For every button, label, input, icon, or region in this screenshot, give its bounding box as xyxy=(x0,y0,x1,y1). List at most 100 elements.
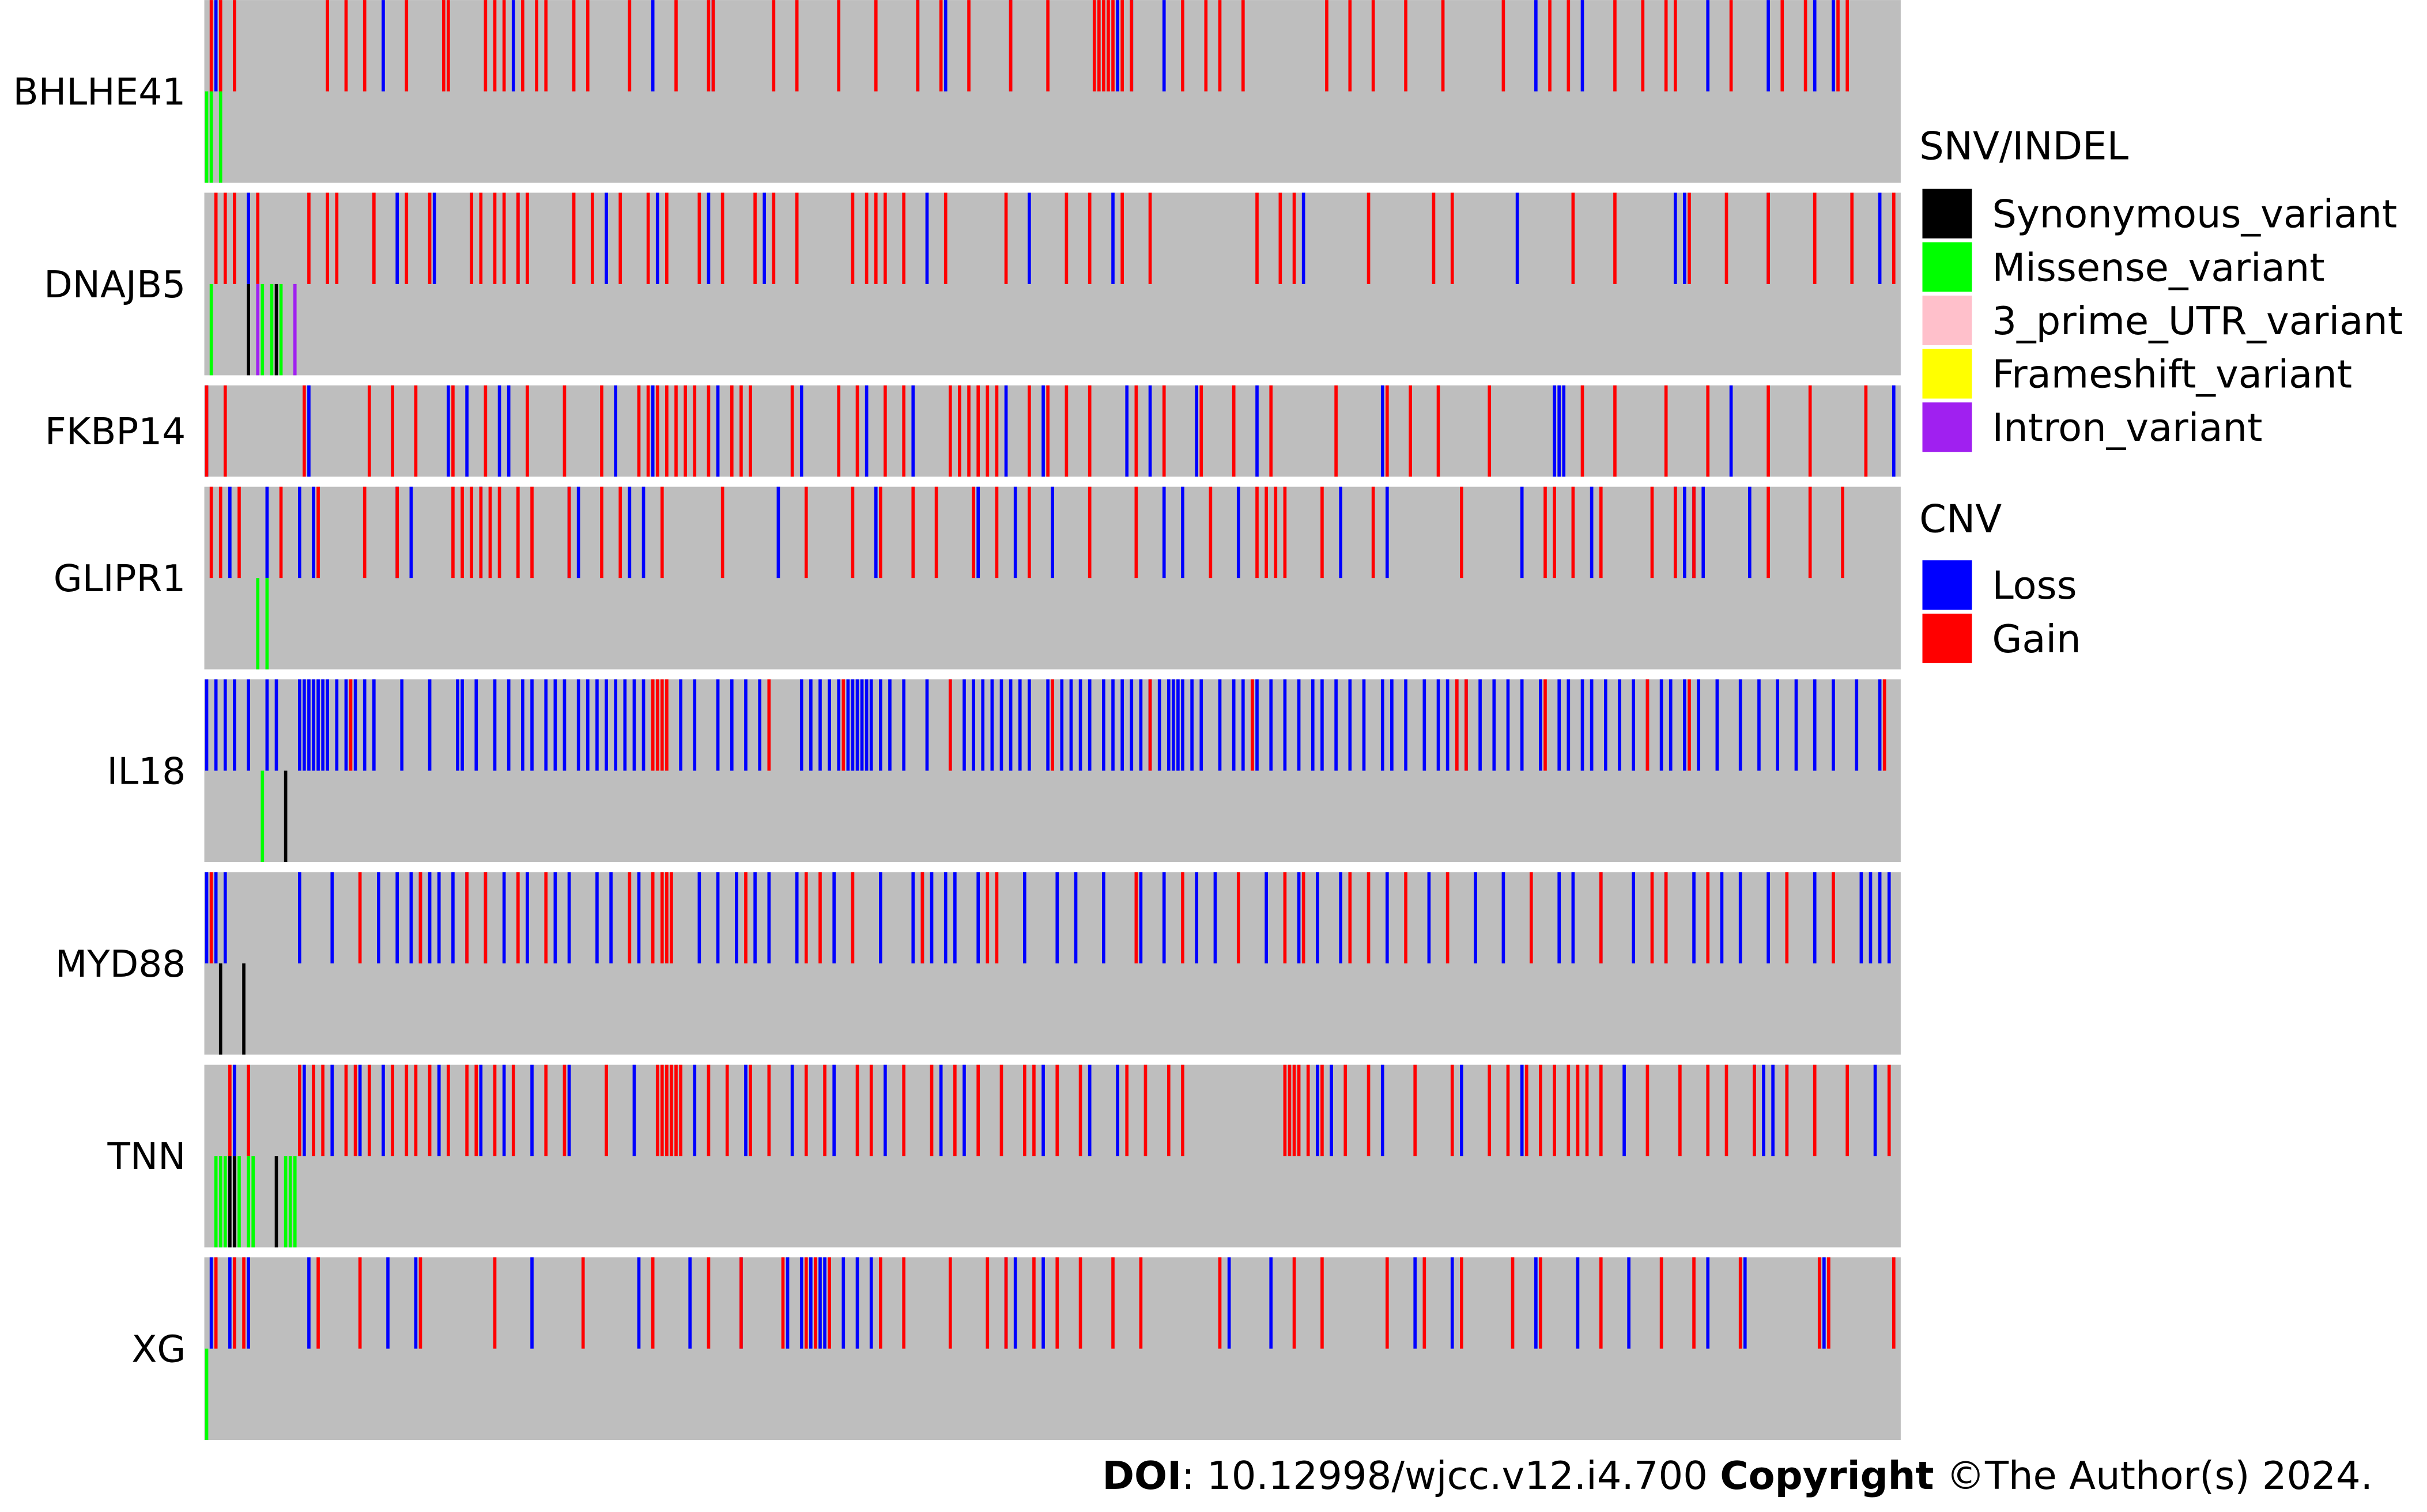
cnv-gain xyxy=(1892,1257,1896,1349)
cnv-gain xyxy=(976,1064,980,1156)
cnv-loss xyxy=(860,679,864,771)
track-background xyxy=(204,872,1901,1055)
cnv-gain xyxy=(414,1064,418,1156)
cnv-gain xyxy=(1729,0,1733,92)
cnv-gain xyxy=(1780,0,1784,92)
cnv-loss xyxy=(1041,385,1045,477)
cnv-loss xyxy=(651,385,655,477)
cnv-gain xyxy=(1218,0,1222,92)
cnv-loss xyxy=(1450,1257,1454,1349)
legend-swatch xyxy=(1922,296,1972,345)
cnv-gain xyxy=(841,679,846,771)
mutation xyxy=(247,284,250,376)
cnv-loss xyxy=(1181,679,1184,771)
cnv-gain xyxy=(1441,0,1445,92)
cnv-loss xyxy=(530,1064,534,1156)
cnv-gain xyxy=(526,192,529,284)
cnv-gain xyxy=(902,1257,905,1349)
cnv-loss xyxy=(1060,679,1064,771)
cnv-gain xyxy=(591,192,594,284)
cnv-gain xyxy=(818,872,822,963)
cnv-loss xyxy=(228,1257,232,1349)
cnv-loss xyxy=(1069,679,1073,771)
cnv-loss xyxy=(1385,872,1389,963)
cnv-gain xyxy=(321,1064,324,1156)
cnv-loss xyxy=(1320,679,1324,771)
cnv-gain xyxy=(521,0,524,92)
cnv-gain xyxy=(1134,486,1138,579)
cnv-gain xyxy=(1692,486,1696,579)
cnv-loss xyxy=(1571,872,1575,963)
cnv-gain xyxy=(1065,385,1069,477)
cnv-gain xyxy=(1529,872,1533,963)
cnv-gain xyxy=(1092,0,1096,92)
cnv-gain xyxy=(1785,1064,1789,1156)
cnv-gain xyxy=(948,1257,952,1349)
cnv-loss xyxy=(451,872,455,963)
cnv-gain xyxy=(1548,0,1552,92)
cnv-gain xyxy=(725,1064,729,1156)
cnv-gain xyxy=(1167,1064,1171,1156)
cnv-loss xyxy=(1887,872,1891,963)
cnv-loss xyxy=(744,679,748,771)
track-background xyxy=(204,0,1901,183)
cnv-gain xyxy=(1767,486,1770,579)
cnv-gain xyxy=(1460,486,1463,579)
mutation xyxy=(284,770,288,862)
cnv-loss xyxy=(1162,872,1166,963)
cnv-loss xyxy=(1794,679,1798,771)
cnv-gain xyxy=(660,679,664,771)
cnv-loss xyxy=(265,486,269,579)
cnv-gain xyxy=(1808,385,1812,477)
cnv-loss xyxy=(1167,679,1171,771)
gene-label: IL18 xyxy=(107,750,186,793)
cnv-gain xyxy=(1827,1257,1830,1349)
mutation xyxy=(293,1156,297,1248)
legend-swatch xyxy=(1922,613,1972,663)
cnv-loss xyxy=(344,679,348,771)
cnv-gain xyxy=(1664,0,1668,92)
cnv-gain xyxy=(1055,1064,1059,1156)
cnv-gain xyxy=(1283,872,1287,963)
cnv-loss xyxy=(530,1257,534,1349)
cnv-gain xyxy=(1009,0,1013,92)
cnv-gain xyxy=(628,872,632,963)
cnv-loss xyxy=(1738,679,1742,771)
cnv-loss xyxy=(461,679,464,771)
legend-label: Synonymous_variant xyxy=(1992,192,2397,237)
cnv-loss xyxy=(730,679,734,771)
cnv-loss xyxy=(939,1064,943,1156)
footer: DOI: 10.12998/wjcc.v12.i4.700 Copyright … xyxy=(1102,1453,2373,1498)
cnv-gain xyxy=(1348,0,1352,92)
cnv-loss xyxy=(1767,0,1770,92)
cnv-gain xyxy=(1134,385,1138,477)
cnv-loss xyxy=(1460,1064,1463,1156)
cnv-gain xyxy=(995,385,999,477)
cnv-loss xyxy=(943,0,948,92)
cnv-gain xyxy=(1808,486,1812,579)
cnv-loss xyxy=(1330,1064,1333,1156)
cnv-gain xyxy=(326,192,330,284)
cnv-loss xyxy=(1729,385,1733,477)
cnv-loss xyxy=(1301,192,1305,284)
cnv-loss xyxy=(1720,872,1724,963)
cnv-loss xyxy=(447,385,450,477)
cnv-gain xyxy=(1455,679,1459,771)
cnv-gain xyxy=(730,385,734,477)
mutation xyxy=(274,1156,278,1248)
cnv-gain xyxy=(1450,1064,1454,1156)
cnv-loss xyxy=(502,1064,506,1156)
cnv-gain xyxy=(884,192,887,284)
cnv-loss xyxy=(902,679,905,771)
cnv-loss xyxy=(437,872,441,963)
cnv-loss xyxy=(214,0,218,92)
cnv-gain xyxy=(986,872,990,963)
cnv-loss xyxy=(716,679,720,771)
cnv-loss xyxy=(1673,192,1677,284)
cnv-loss xyxy=(372,679,376,771)
cnv-gain xyxy=(1236,872,1240,963)
cnv-loss xyxy=(1436,679,1440,771)
cnv-loss xyxy=(888,679,892,771)
cnv-gain xyxy=(586,0,590,92)
cnv-loss xyxy=(1622,1064,1626,1156)
